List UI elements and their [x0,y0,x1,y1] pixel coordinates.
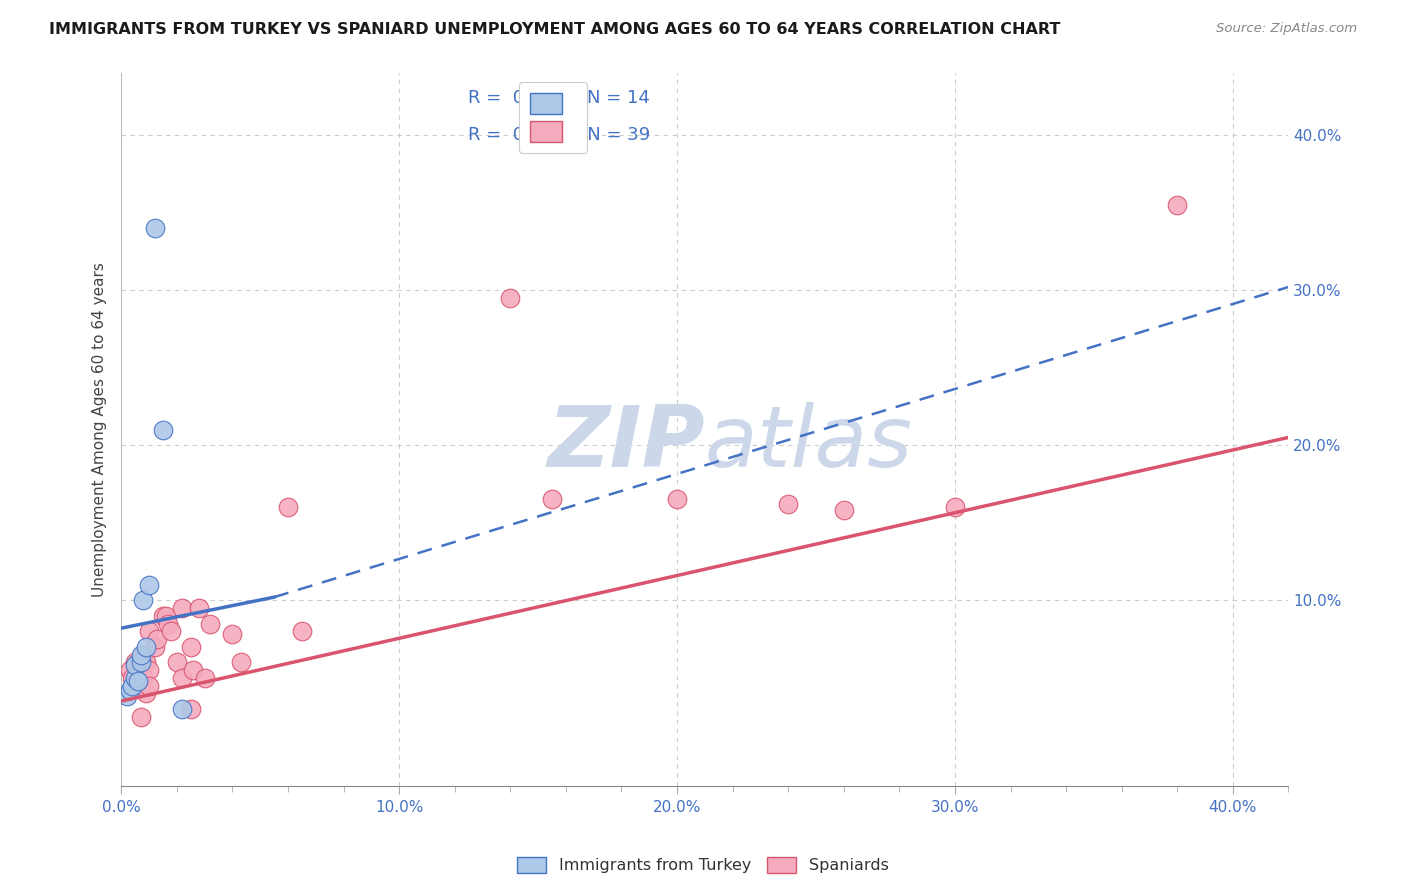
Point [229,655,252,669]
Y-axis label: Unemployment Among Ages 60 to 64 years: Unemployment Among Ages 60 to 64 years [93,262,107,597]
Text: R =  0.333    N = 39: R = 0.333 N = 39 [468,126,650,144]
Point [180,640,202,654]
Point [132,648,155,662]
Point [291,624,314,639]
Point [129,648,152,662]
Point [121,671,143,685]
Point [155,608,177,623]
Point [172,702,194,716]
Point [115,690,138,704]
Point [127,655,149,669]
Point [127,673,149,688]
Point [121,679,143,693]
Point [118,683,141,698]
Point [118,663,141,677]
Point [172,671,194,685]
Text: R =  0.138    N = 14: R = 0.138 N = 14 [468,89,650,107]
Point [943,500,966,515]
Point [135,655,157,669]
Point [132,593,155,607]
Point [143,221,166,235]
Point [124,658,146,673]
Legend: , : , [519,82,588,153]
Point [143,640,166,654]
Point [129,709,152,723]
Point [180,702,202,716]
Point [541,492,564,507]
Point [135,686,157,700]
Point [778,497,800,511]
Point [124,655,146,669]
Point [277,500,299,515]
Point [666,492,689,507]
Point [499,291,522,305]
Point [194,671,217,685]
Point [132,671,155,685]
Point [221,627,243,641]
Point [129,655,152,669]
Point [183,663,205,677]
Text: ZIP: ZIP [547,402,704,485]
Point [135,640,157,654]
Point [146,632,169,646]
Point [138,679,160,693]
Point [166,655,188,669]
Text: Source: ZipAtlas.com: Source: ZipAtlas.com [1216,22,1357,36]
Point [124,671,146,685]
Point [138,578,160,592]
Legend: Immigrants from Turkey, Spaniards: Immigrants from Turkey, Spaniards [510,850,896,880]
Point [152,423,174,437]
Point [832,503,855,517]
Point [198,616,221,631]
Point [138,624,160,639]
Point [157,616,180,631]
Text: IMMIGRANTS FROM TURKEY VS SPANIARD UNEMPLOYMENT AMONG AGES 60 TO 64 YEARS CORREL: IMMIGRANTS FROM TURKEY VS SPANIARD UNEMP… [49,22,1060,37]
Point [124,679,146,693]
Text: atlas: atlas [704,402,912,485]
Point [188,601,211,615]
Point [152,608,174,623]
Point [138,663,160,677]
Point [172,601,194,615]
Point [1166,198,1188,212]
Point [160,624,183,639]
